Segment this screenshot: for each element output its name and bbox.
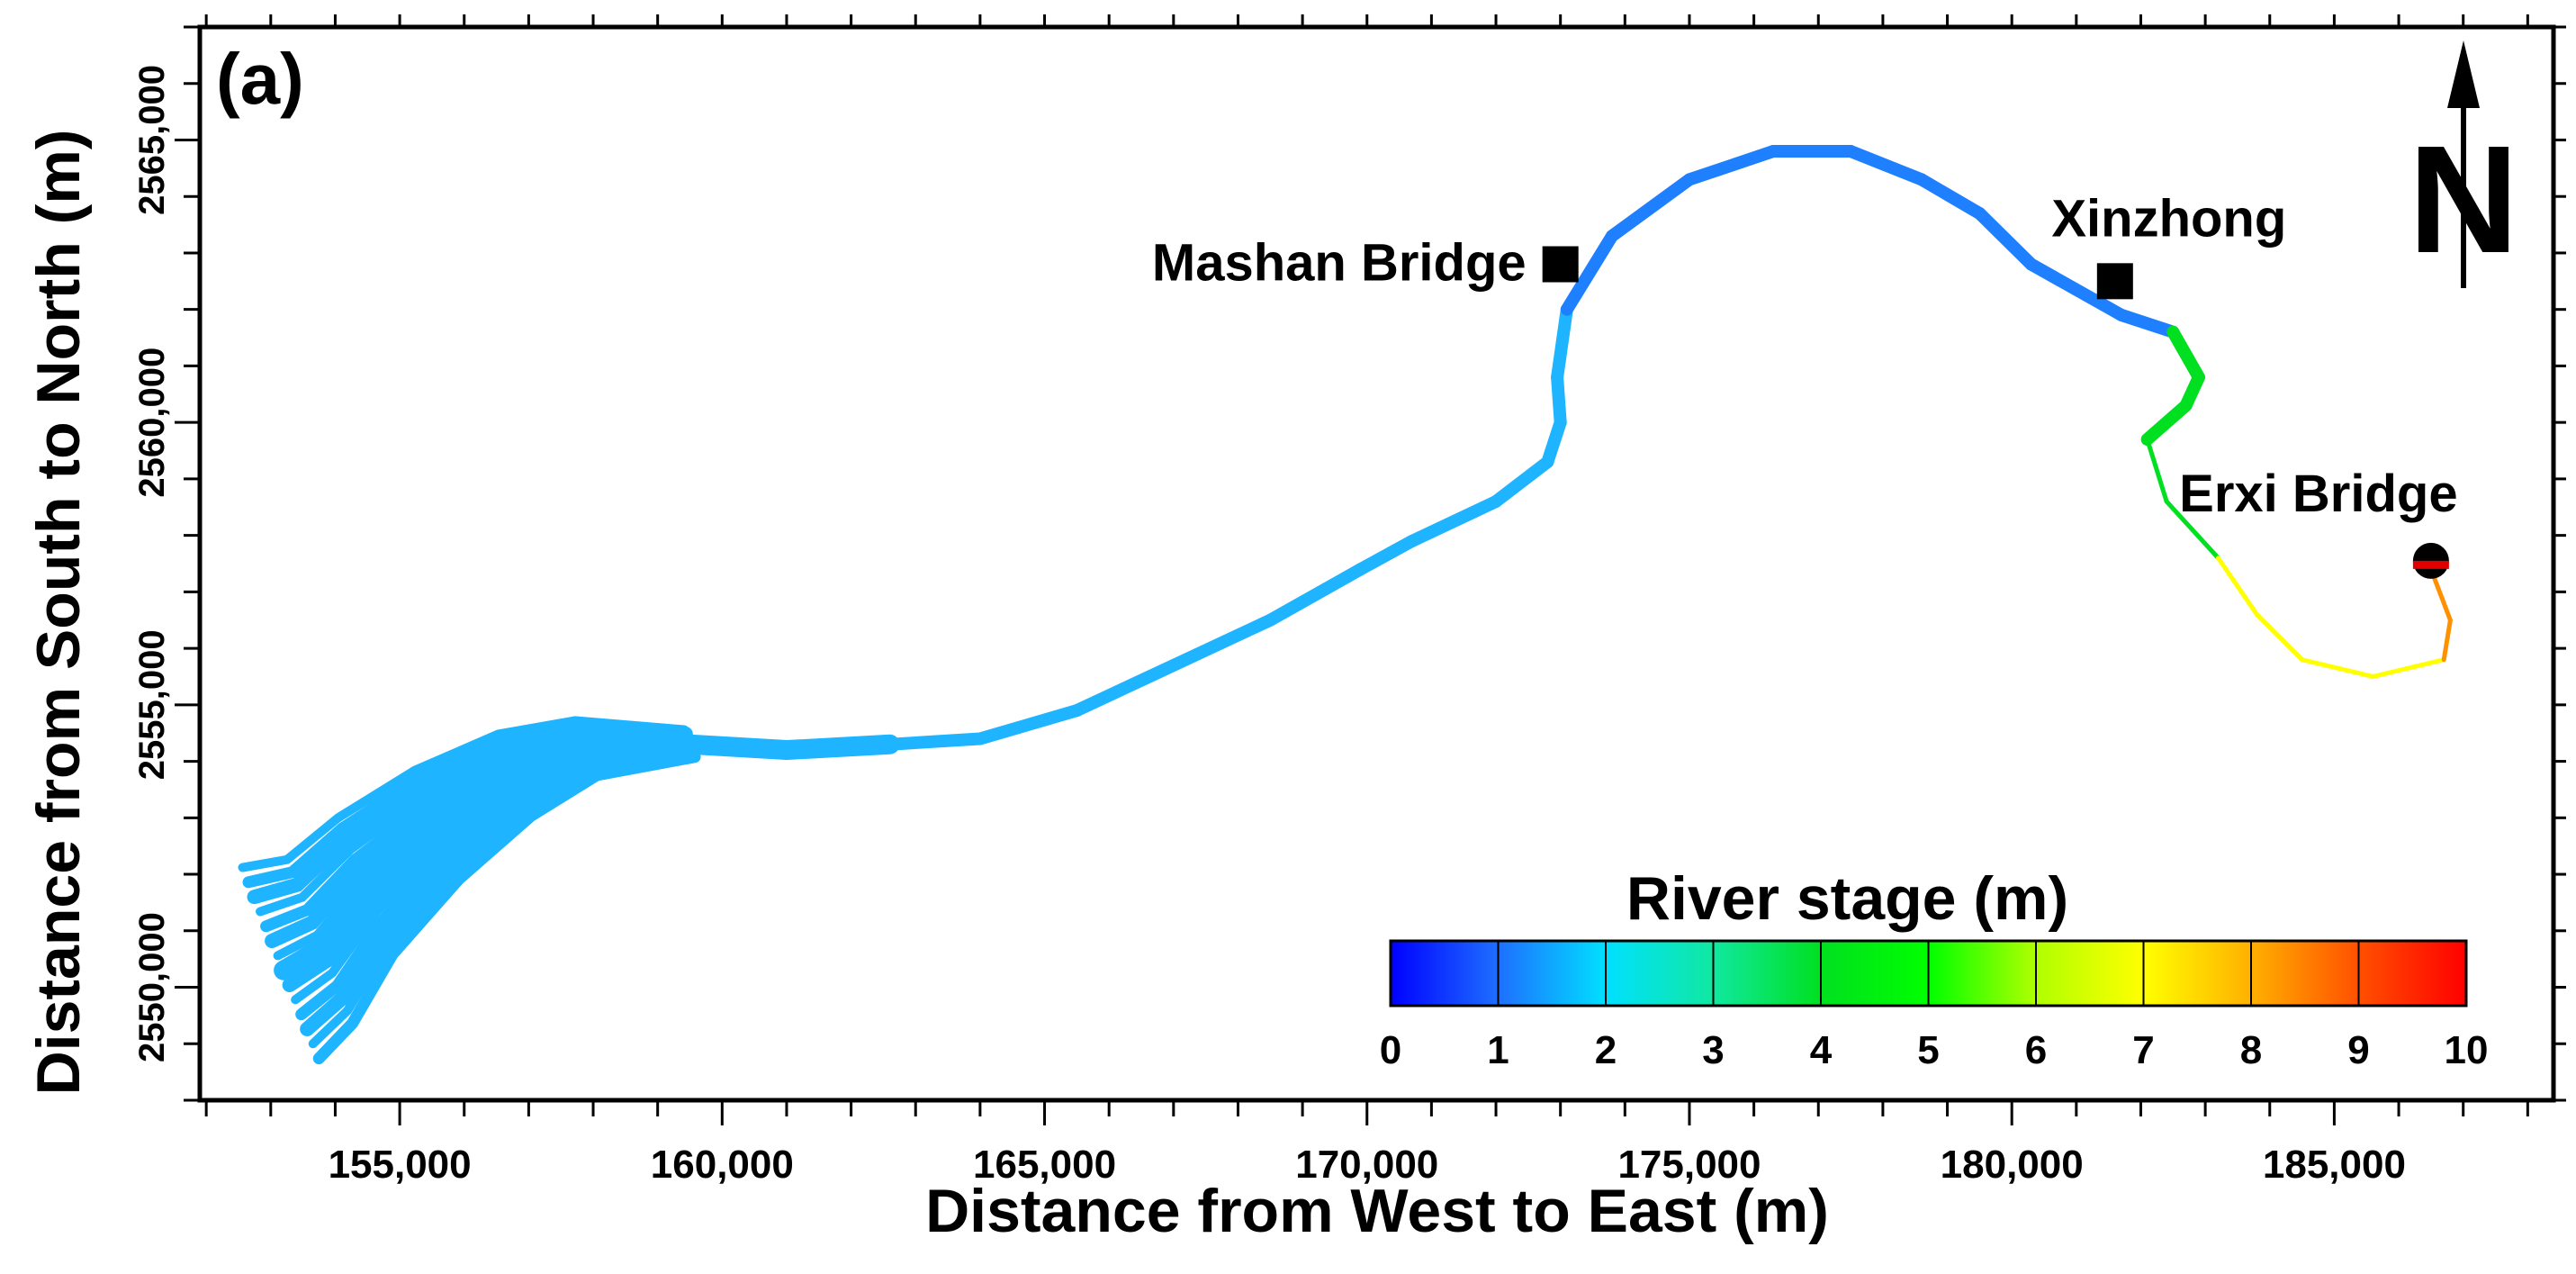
river-segment (2114, 308, 2180, 339)
label-mashan-bridge: Mashan Bridge (1152, 233, 1527, 292)
north-arrow-head (2447, 41, 2480, 108)
river-segment (357, 818, 449, 901)
x-tick-label: 160,000 (651, 1143, 794, 1187)
y-tick-label: 2550,000 (132, 912, 172, 1062)
colorbar-tick-label: 8 (2240, 1028, 2262, 1072)
x-tick-label: 175,000 (1617, 1143, 1761, 1187)
colorbar-tick-label: 9 (2347, 1028, 2369, 1072)
colorbar-tick-label: 0 (1380, 1028, 1401, 1072)
river-segment (2300, 657, 2375, 679)
river-segment (2370, 657, 2446, 679)
river-segment (1264, 563, 1367, 627)
plot-frame (197, 24, 2556, 1103)
panel-label: (a) (216, 39, 304, 119)
y-tick-label: 2560,000 (132, 348, 172, 498)
markers: Mashan Bridge Xinzhong Erxi Bridge (1152, 189, 2458, 579)
river-segment (2441, 618, 2453, 663)
y-tick-label: 2565,000 (132, 65, 172, 215)
river-segment (1682, 145, 1780, 186)
river-segment (1551, 370, 1567, 429)
x-axis-title: Distance from West to East (m) (925, 1177, 1829, 1245)
colorbar: 0 1 2 3 4 5 6 7 8 9 10 River stage (m) (1380, 864, 2489, 1072)
river-segment (1551, 303, 1573, 384)
river-segment (2024, 258, 2128, 321)
colorbar-tick-label: 4 (1810, 1028, 1833, 1072)
y-axis-title: Distance from South to North (m) (24, 130, 93, 1096)
label-erxi-bridge: Erxi Bridge (2179, 465, 2457, 523)
river-segment (1844, 145, 1928, 186)
colorbar-tick-label: 2 (1595, 1028, 1617, 1072)
river-segment (2145, 437, 2169, 504)
north-arrow: N (2409, 41, 2519, 288)
y-tick-label: 2555,000 (132, 629, 172, 780)
colorbar-tick-label: 1 (1487, 1028, 1509, 1072)
x-tick-label: 155,000 (329, 1143, 472, 1187)
river-segment (883, 732, 986, 751)
x-tick-label: 165,000 (973, 1143, 1116, 1187)
river-segment (680, 734, 797, 761)
label-xinzhong: Xinzhong (2051, 189, 2286, 248)
river-segment (1405, 494, 1503, 547)
north-arrow-label: N (2409, 114, 2519, 285)
river-segment (1560, 230, 1618, 316)
river-segment (1606, 173, 1696, 243)
station-marker (2096, 263, 2133, 300)
colorbar-tick-label: 6 (2025, 1028, 2047, 1072)
river-segment (2254, 611, 2305, 663)
station-marker (1542, 246, 1579, 283)
colorbar-tick-label: 3 (1702, 1028, 1724, 1072)
x-tick-label: 185,000 (2263, 1143, 2406, 1187)
river-segment (312, 881, 378, 958)
river-segment (1490, 456, 1554, 508)
colorbar-tick-label: 7 (2132, 1028, 2154, 1072)
river-layer (238, 145, 2453, 1065)
river-segment (776, 734, 900, 761)
river-segment (1070, 658, 1180, 718)
river-segment (2215, 556, 2259, 617)
river-segment (1354, 534, 1419, 576)
river-segment (1973, 207, 2038, 271)
river-segment (1914, 173, 1986, 221)
station-marker-band (2412, 560, 2449, 569)
x-tick-label: 170,000 (1295, 1143, 1438, 1187)
x-tick-label: 180,000 (1941, 1143, 2084, 1187)
river-segment (1541, 416, 1567, 469)
river-segment (2140, 399, 2193, 446)
river-segment (1166, 613, 1277, 672)
colorbar-tick-label: 10 (2445, 1028, 2489, 1072)
colorbar-title: River stage (m) (1626, 864, 2068, 933)
colorbar-tick-label: 5 (1917, 1028, 1939, 1072)
river-segment (428, 768, 527, 839)
axes: 155,000 160,000 165,000 170,000 175,000 180,0… (132, 14, 2566, 1187)
river-segment (973, 704, 1084, 745)
river-segment (506, 740, 597, 789)
river-segment (2164, 499, 2220, 561)
river-segment (2166, 325, 2205, 384)
river-segment (576, 734, 700, 761)
